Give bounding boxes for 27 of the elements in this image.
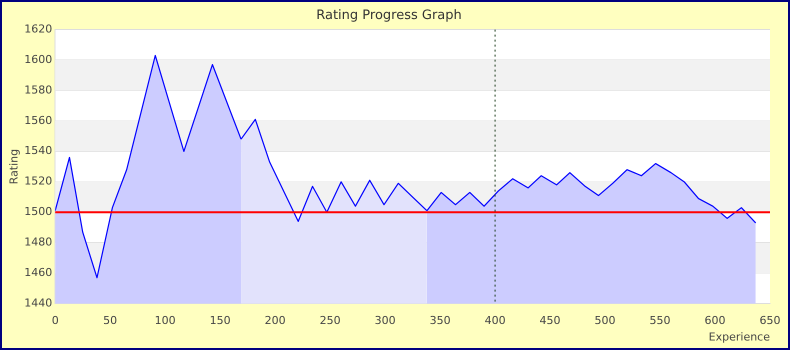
x-axis-title: Experience [708, 330, 770, 344]
x-tick-label: 100 [154, 314, 176, 328]
y-tick-label: 1540 [24, 144, 52, 158]
x-tick-label: 450 [540, 314, 561, 328]
x-tick-label: 200 [264, 314, 286, 328]
y-tick-label: 1480 [24, 236, 52, 249]
x-tick-label: 0 [52, 314, 59, 328]
y-tick-label: 1620 [24, 22, 52, 36]
x-tick-label: 150 [210, 314, 231, 328]
chart-title: Rating Progress Graph [316, 8, 462, 24]
x-tick-label: 400 [484, 314, 506, 328]
x-tick-label: 300 [374, 314, 396, 328]
y-tick-label: 1560 [24, 114, 52, 127]
y-tick-label: 1600 [24, 52, 52, 66]
x-tick-label: 650 [760, 314, 780, 328]
y-tick-label: 1580 [24, 83, 52, 96]
x-tick-label: 550 [650, 314, 671, 328]
y-axis-title: Rating [7, 148, 20, 184]
x-tick-label: 500 [594, 314, 616, 328]
y-tick-label: 1460 [24, 266, 52, 280]
y-tick-label: 1500 [24, 205, 52, 218]
y-tick-label: 1520 [24, 174, 52, 188]
x-tick-label: 250 [320, 314, 341, 328]
x-tick-label: 50 [103, 314, 118, 328]
x-tick-label: 350 [430, 314, 451, 328]
y-tick-label: 1440 [24, 296, 52, 310]
x-tick-label: 600 [704, 314, 726, 328]
